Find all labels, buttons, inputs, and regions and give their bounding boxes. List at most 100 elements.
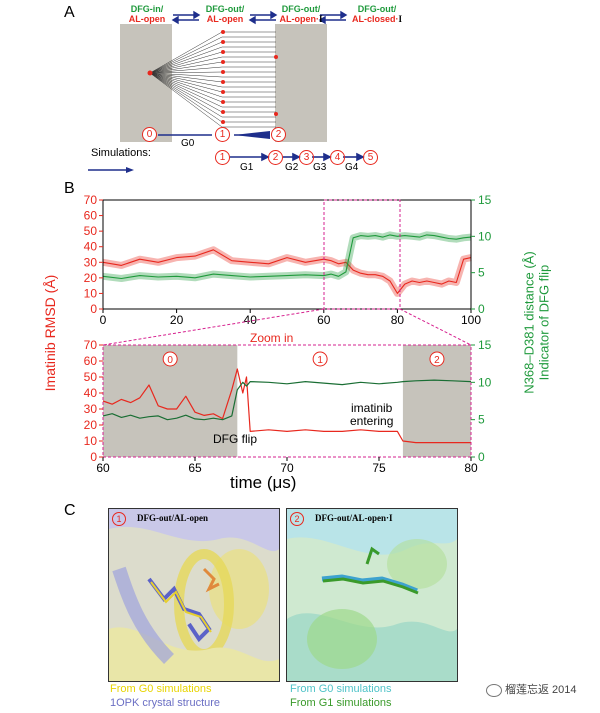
structure-right-num: 2 [290,512,304,526]
x-tick-label: 100 [461,313,481,327]
x-tick-label: 60 [96,461,110,475]
fan-line [149,66,223,74]
g0-node-0: 0 [142,127,157,142]
y2-tick-label: 10 [478,229,492,243]
panel-a-diagram [88,10,365,173]
state-label-1: DFG-out/ AL-open [197,4,253,24]
legend-right-1: From G0 simulations [290,683,392,695]
g0-node-2: 2 [271,127,286,142]
x-tick-label: 60 [317,313,331,327]
fan-line [149,72,223,103]
x-tick-label: 20 [170,313,184,327]
watermark: 榴莲忘返 2014 [486,681,577,697]
fan-line [149,72,223,108]
watermark-text: 榴莲忘返 2014 [505,684,577,696]
structure-right-title: DFG-out/AL-open·I [315,513,393,523]
g0-node-1: 1 [215,127,230,142]
xlabel: time (μs) [230,473,297,492]
y-tick-label: 20 [84,271,98,285]
state-2-bottom: AL-open· [279,14,319,24]
series-line-0 [102,249,472,294]
ylabel-left: Imatinib RMSD (Å) [42,274,58,392]
x-tick-label: 80 [464,461,478,475]
chain-node-1: 1 [215,150,230,165]
state-3-bottom: AL-closed· [351,14,399,24]
fan-line [149,72,223,78]
y-tick-label: 20 [84,418,98,432]
state-label-0: DFG-in/ AL-open [121,4,173,24]
fan-line [149,51,223,74]
fan-line [149,36,223,74]
state-label-2: DFG-out/ AL-open·I [273,4,329,24]
chain-node-5: 5 [363,150,378,165]
y2-tick-label: 0 [478,450,485,464]
mid-dot [221,30,225,34]
ylabel-right-1: N368–D381 distance (Å) [521,251,537,394]
structure-left-num: 1 [112,512,126,526]
mid-dot [221,110,225,114]
mid-dot [221,60,225,64]
fan-lines [149,31,276,128]
structure-left: 1 DFG-out/AL-open [108,508,280,682]
right-dot-1 [274,55,278,59]
fan-line [149,31,223,74]
y2-tick-label: 15 [478,193,492,207]
series-line-1 [102,234,472,280]
x-tick-label: 0 [100,313,107,327]
ylabel-right-2: Indicator of DFG flip [536,264,552,381]
y-tick-label: 70 [84,193,98,207]
fan-line [149,72,223,128]
imatinib-label-1: imatinib [351,401,393,415]
zoom-connector-right [399,308,472,346]
y-tick-label: 70 [84,338,98,352]
chain-node-2: 2 [268,150,283,165]
mid-dot [221,70,225,74]
state-1-bottom: AL-open [206,14,244,24]
state-0-shade [120,24,172,142]
fan-line [149,72,223,123]
chain-node-4: 4 [330,150,345,165]
panel-c-label: C [64,502,76,519]
g0-arrow [158,131,270,139]
state-0-bottom: AL-open [128,14,166,24]
structure-right: 2 DFG-out/AL-open·I [286,508,458,682]
state-2-top: DFG-out/ [281,4,321,14]
x-tick-label: 70 [280,461,294,475]
y-tick-label: 40 [84,386,98,400]
state-1-top: DFG-out/ [205,4,245,14]
x-tick-label: 75 [372,461,386,475]
y-tick-label: 50 [84,224,98,238]
fan-line [149,56,223,74]
structure-right-art [287,509,457,681]
mid-dot [221,120,225,124]
x-tick-label: 80 [391,313,405,327]
chain-arrows [230,152,365,162]
state-0-top: DFG-in/ [130,4,164,14]
fan-line [149,41,223,74]
x-tick-label: 65 [188,461,202,475]
y2-tick-label: 15 [478,338,492,352]
zoom-label: Zoom in [250,331,294,345]
chain-label-g4: G4 [345,162,359,173]
mid-dot [221,90,225,94]
mid-dot [221,80,225,84]
fan-line [149,72,223,118]
region-label-1: 1 [317,355,323,366]
region-circle-1 [312,351,328,367]
y2-tick-label: 5 [478,413,485,427]
origin-dot [147,70,153,76]
y-tick-label: 30 [84,255,98,269]
y-tick-label: 40 [84,240,98,254]
fan-line [149,72,223,83]
fan-line [149,46,223,74]
state-label-3: DFG-out/ AL-closed·I [346,4,408,24]
simulations-label: Simulations: [91,147,151,159]
y2-tick-label: 0 [478,302,485,316]
legend-left-1: From G0 simulations [110,683,212,695]
series-line-1 [102,379,472,421]
x-tick-label: 40 [244,313,258,327]
series-band-0 [102,246,472,297]
fan-line [149,72,223,93]
